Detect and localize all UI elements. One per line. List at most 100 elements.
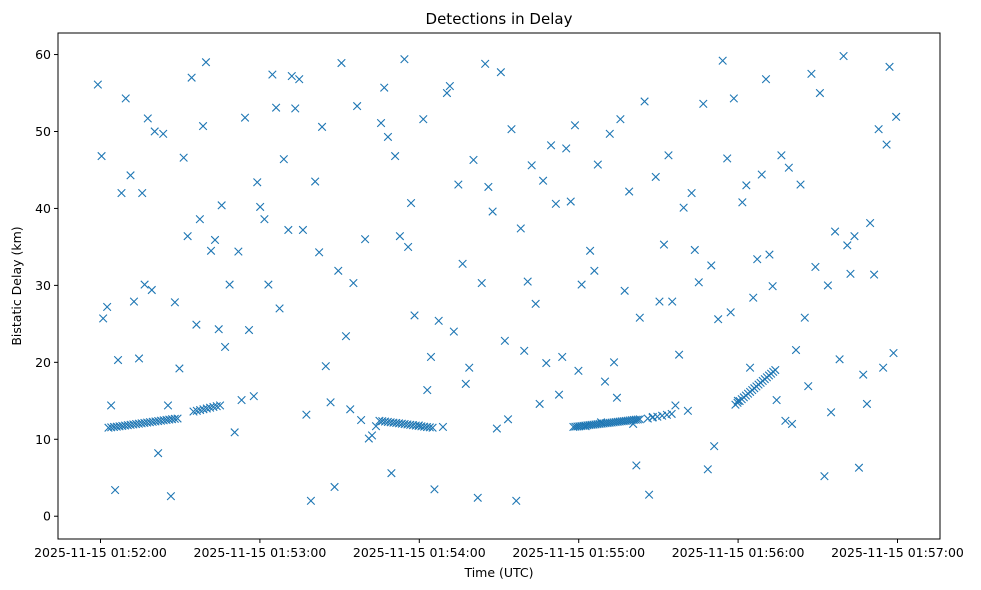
data-point-marker bbox=[349, 278, 358, 288]
data-point-marker bbox=[150, 127, 159, 136]
data-point-marker bbox=[777, 151, 786, 160]
data-point-marker bbox=[360, 235, 370, 244]
data-point-marker bbox=[791, 345, 801, 355]
data-point-marker bbox=[356, 415, 366, 425]
data-point-marker bbox=[314, 248, 324, 257]
data-point-marker bbox=[605, 129, 614, 138]
x-tick-label: 2025-11-15 01:54:00 bbox=[353, 545, 486, 560]
data-point-marker bbox=[306, 496, 316, 506]
data-point-marker bbox=[859, 370, 868, 379]
data-point-marker bbox=[129, 297, 139, 306]
x-tick-label: 2025-11-15 01:52:00 bbox=[34, 545, 167, 560]
y-tick-label: 30 bbox=[35, 278, 51, 293]
data-point-marker bbox=[395, 231, 405, 241]
data-point-marker bbox=[772, 395, 781, 405]
data-point-marker bbox=[159, 129, 168, 138]
data-point-marker bbox=[170, 414, 179, 424]
data-point-marker bbox=[577, 280, 586, 289]
data-point-marker bbox=[400, 54, 409, 64]
data-point-marker bbox=[820, 472, 829, 481]
data-point-marker bbox=[635, 313, 644, 322]
data-point-marker bbox=[187, 73, 196, 82]
plot-area: 2025-11-15 01:52:00 2025-11-15 01:53:00 20… bbox=[34, 32, 964, 560]
data-point-marker bbox=[644, 490, 654, 499]
data-point-marker bbox=[620, 286, 629, 295]
data-point-marker bbox=[166, 492, 176, 501]
data-point-marker bbox=[635, 415, 644, 424]
data-point-marker bbox=[768, 281, 777, 291]
data-point-marker bbox=[699, 99, 708, 108]
data-point-marker bbox=[640, 97, 649, 106]
data-point-marker bbox=[807, 69, 816, 78]
data-point-marker bbox=[140, 280, 149, 289]
data-point-marker bbox=[430, 485, 439, 494]
x-tick-label: 2025-11-15 01:56:00 bbox=[672, 545, 805, 560]
data-point-marker bbox=[126, 171, 135, 180]
data-point-marker bbox=[889, 348, 898, 358]
data-point-marker bbox=[268, 70, 277, 79]
data-point-marker bbox=[835, 355, 844, 364]
data-point-marker bbox=[784, 163, 794, 172]
data-point-marker bbox=[823, 281, 833, 290]
data-point-marker bbox=[271, 103, 281, 112]
data-point-marker bbox=[337, 58, 346, 68]
data-point-marker bbox=[121, 94, 130, 103]
y-tick-label: 20 bbox=[35, 355, 51, 370]
data-point-marker bbox=[507, 124, 516, 134]
data-point-marker bbox=[745, 363, 755, 372]
data-point-marker bbox=[279, 155, 289, 164]
data-point-marker bbox=[562, 144, 571, 153]
data-point-marker bbox=[321, 361, 330, 371]
data-point-marker bbox=[198, 121, 208, 131]
data-point-marker bbox=[234, 247, 243, 256]
data-point-marker bbox=[538, 176, 548, 185]
data-point-marker bbox=[811, 262, 820, 272]
data-point-marker bbox=[624, 187, 634, 196]
data-point-marker bbox=[551, 199, 561, 209]
data-point-marker bbox=[93, 80, 103, 89]
data-point-marker bbox=[882, 140, 891, 149]
data-point-marker bbox=[346, 405, 355, 414]
data-point-marker bbox=[787, 419, 797, 429]
data-point-marker bbox=[367, 431, 377, 440]
y-tick-label: 0 bbox=[43, 509, 51, 524]
data-point-marker bbox=[383, 132, 393, 142]
data-point-marker bbox=[585, 246, 595, 255]
data-point-marker bbox=[765, 250, 774, 259]
data-point-marker bbox=[633, 415, 642, 424]
data-point-marker bbox=[371, 422, 381, 431]
data-point-marker bbox=[687, 188, 696, 198]
data-point-marker bbox=[212, 402, 221, 411]
y-tick-label: 10 bbox=[35, 432, 51, 447]
data-point-marker bbox=[202, 404, 211, 413]
data-point-marker bbox=[209, 402, 218, 412]
data-point-marker bbox=[153, 448, 163, 458]
data-point-marker bbox=[655, 297, 664, 306]
data-point-marker bbox=[574, 366, 583, 375]
data-point-marker bbox=[874, 124, 883, 134]
data-point-marker bbox=[175, 364, 184, 373]
data-point-marker bbox=[878, 363, 888, 372]
data-point-marker bbox=[753, 255, 762, 264]
data-point-marker bbox=[593, 160, 603, 169]
x-tick-label: 2025-11-15 01:57:00 bbox=[831, 545, 964, 560]
data-point-marker bbox=[192, 320, 201, 329]
data-point-marker bbox=[546, 141, 556, 150]
data-point-marker bbox=[461, 379, 470, 389]
data-point-marker bbox=[488, 207, 497, 216]
data-point-marker bbox=[458, 259, 467, 269]
data-point-marker bbox=[523, 277, 532, 286]
data-point-marker bbox=[679, 203, 688, 212]
data-point-marker bbox=[843, 241, 852, 250]
chart-title: Detections in Delay bbox=[426, 10, 573, 28]
data-point-marker bbox=[757, 170, 766, 179]
data-point-marker bbox=[771, 365, 780, 375]
data-point-marker bbox=[97, 151, 106, 161]
data-point-marker bbox=[163, 401, 173, 410]
data-point-marker bbox=[668, 297, 677, 306]
data-point-marker bbox=[189, 407, 198, 416]
data-point-marker bbox=[295, 74, 304, 84]
data-point-marker bbox=[201, 58, 211, 67]
data-point-marker bbox=[206, 246, 216, 255]
axes-frame bbox=[57, 32, 941, 540]
